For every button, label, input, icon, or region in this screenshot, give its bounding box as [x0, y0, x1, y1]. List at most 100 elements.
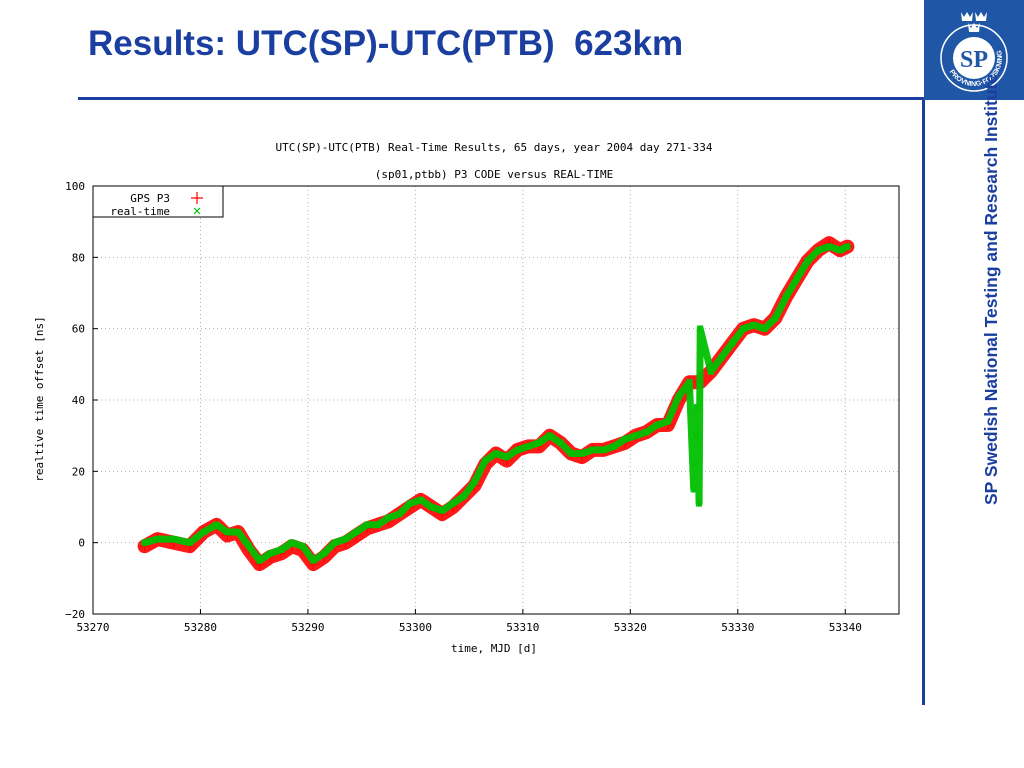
data-point [223, 528, 231, 536]
data-point [234, 528, 242, 536]
data-point [428, 503, 435, 511]
data-point [692, 432, 700, 440]
data-point [546, 432, 554, 440]
chart-ticks: 53270 53280 53290 53300 53310 53320 53330 53340… [65, 180, 862, 634]
x-tick-label: 53330 [721, 621, 754, 634]
data-point [825, 243, 833, 251]
y-tick-label: −20 [65, 608, 85, 621]
series-gps-p3 [137, 236, 855, 572]
data-point [385, 514, 392, 522]
x-tick-label: 53310 [506, 621, 539, 634]
logo-disc [953, 37, 995, 79]
data-point [141, 539, 148, 547]
data-point [610, 442, 618, 450]
data-point [438, 507, 446, 514]
data-point [761, 325, 769, 333]
crown-icon [975, 12, 987, 21]
data-point [492, 450, 500, 457]
data-point [245, 542, 253, 550]
data-point [718, 353, 726, 361]
data-point [363, 521, 371, 529]
data-point [471, 478, 478, 486]
title-divider [78, 97, 924, 100]
data-point [686, 378, 693, 386]
data-point [815, 246, 822, 254]
data-point [621, 435, 629, 443]
data-point [600, 446, 607, 454]
data-point [675, 393, 683, 400]
series-band [141, 243, 851, 564]
data-point [395, 510, 403, 518]
crown-icons [961, 12, 987, 32]
data-point [707, 368, 715, 375]
data-point [213, 521, 220, 529]
data-point [729, 339, 736, 347]
data-point [331, 539, 339, 547]
x-tick-label: 53280 [184, 621, 217, 634]
data-point [342, 535, 349, 543]
chart-grid [93, 186, 899, 614]
legend-label: real-time [110, 205, 170, 218]
data-point [460, 492, 468, 500]
chart-subtitle: (sp01,ptbb) P3 CODE versus REAL-TIME [375, 168, 613, 181]
data-point [288, 539, 296, 547]
y-tick-label: 60 [72, 323, 85, 336]
data-point [690, 485, 698, 493]
sp-logo-emblem: SP PROVNING·FORSKNING [940, 12, 1008, 92]
data-point [299, 542, 306, 550]
data-point [739, 325, 747, 333]
data-point [691, 460, 699, 468]
data-point [170, 535, 177, 543]
data-point [503, 453, 511, 461]
data-point [417, 496, 425, 504]
y-tick-label: 20 [72, 465, 85, 478]
sp-logo: SP PROVNING·FORSKNING [924, 0, 1024, 100]
y-tick-label: 40 [72, 394, 85, 407]
y-tick-label: 100 [65, 180, 85, 193]
series-real-time [141, 243, 851, 564]
data-point [632, 432, 640, 440]
data-point [653, 421, 661, 429]
data-point [406, 500, 414, 507]
legend-box [92, 185, 224, 218]
data-point [266, 549, 274, 557]
data-point [695, 500, 703, 507]
data-point [804, 257, 812, 265]
x-axis-label: time, MJD [d] [451, 642, 537, 655]
legend-marker [193, 207, 201, 215]
data-point [535, 439, 543, 447]
data-point [200, 528, 208, 536]
data-point [481, 457, 489, 465]
data-point [309, 557, 317, 564]
y-axis-label: realtive time offset [ns] [33, 316, 46, 482]
data-point [524, 442, 532, 450]
slide-title: Results: UTC(SP)-UTC(PTB) 623km [88, 24, 684, 63]
data-point [693, 403, 701, 411]
logo-sp-text: SP [960, 47, 988, 73]
data-point [557, 439, 564, 447]
data-point [320, 549, 328, 557]
data-point [186, 539, 194, 547]
data-point [836, 246, 844, 254]
data-point [154, 535, 161, 543]
chart-title: UTC(SP)-UTC(PTB) Real-Time Results, 65 d… [275, 141, 712, 154]
crown-icon [968, 23, 980, 32]
data-point [256, 557, 263, 564]
y-tick-label: 80 [72, 251, 85, 264]
x-tick-label: 53300 [399, 621, 432, 634]
crown-icon [961, 12, 973, 21]
data-point [664, 418, 672, 425]
legend-label: GPS P3 [130, 192, 170, 205]
x-tick-label: 53270 [76, 621, 109, 634]
x-tick-label: 53340 [829, 621, 862, 634]
data-point [750, 321, 758, 329]
data-point [696, 325, 704, 333]
data-point [772, 314, 779, 322]
data-point [514, 446, 521, 454]
legend-marker [191, 192, 203, 204]
data-point [449, 500, 457, 507]
data-point [589, 446, 597, 454]
x-tick-label: 53320 [614, 621, 647, 634]
